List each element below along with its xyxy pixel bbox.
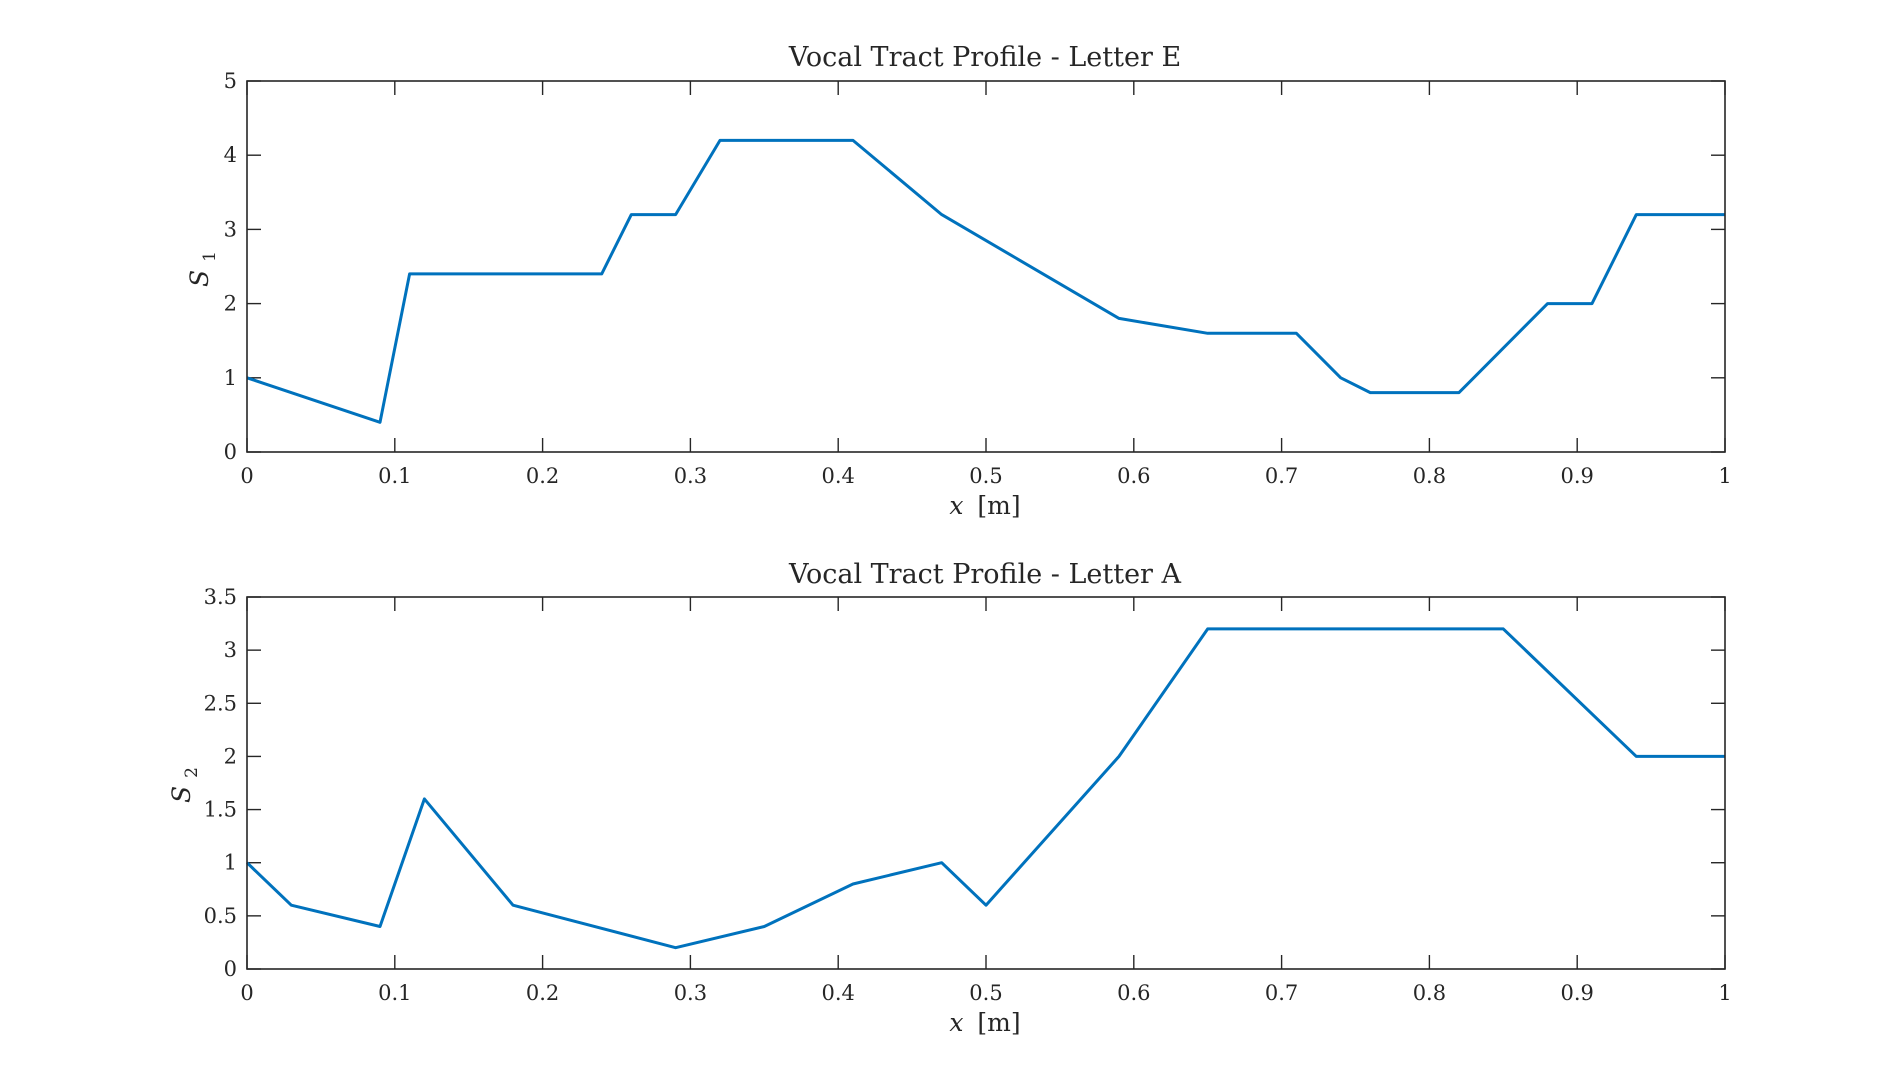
y-axis-label-sub: 2 [182,767,202,778]
y-axis-label: S 2 [167,767,202,803]
series-line [245,627,1725,950]
x-axis-label-var: x [949,1008,963,1037]
x-tick-label: 0.5 [969,464,1002,488]
chart-letter-a: Vocal Tract Profile - Letter A x [m] S 2… [167,559,1732,1037]
x-tick-label: 0.9 [1560,464,1593,488]
x-tick-label: 0.7 [1265,464,1298,488]
tick-layer: 0 0.1 0.2 0.3 0.4 0.5 0.6 0.7 0.8 0.9 1 0 1 2 3 4 5 [224,69,1732,488]
y-tick-label: 2 [224,744,237,768]
x-tick-label: 0 [240,464,253,488]
y-tick-label: 3.5 [204,585,237,609]
x-tick-label: 0.2 [526,464,559,488]
axes-box [246,80,1726,453]
x-tick-label: 0.1 [378,464,411,488]
x-tick-label: 0.6 [1117,464,1150,488]
y-tick-label: 1.5 [204,798,237,822]
y-axis-label: S 1 [185,251,220,287]
y-tick-label: 0 [224,957,237,981]
x-tick-label: 0.5 [969,981,1002,1005]
y-tick-label: 3 [224,638,237,662]
x-axis-label-unit: [m] [977,1008,1020,1037]
x-axis-label-unit: [m] [977,491,1020,520]
y-tick-label: 5 [224,69,237,93]
tick-layer: 0 0.1 0.2 0.3 0.4 0.5 0.6 0.7 0.8 0.9 1 0 0.5 1 1.5 2 2.… [204,585,1732,1005]
x-tick-label: 0.8 [1413,981,1446,1005]
x-tick-label: 0.4 [821,981,854,1005]
x-tick-label: 0.4 [821,464,854,488]
x-tick-label: 0.6 [1117,981,1150,1005]
y-tick-label: 1 [224,366,237,390]
y-axis-label-var: S [167,786,196,803]
y-tick-label: 2.5 [204,691,237,715]
x-tick-label: 1 [1718,981,1731,1005]
x-tick-label: 0.7 [1265,981,1298,1005]
x-tick-label: 0.2 [526,981,559,1005]
chart-title: Vocal Tract Profile - Letter A [788,559,1182,590]
x-tick-label: 0.1 [378,981,411,1005]
x-tick-label: 0.3 [674,464,707,488]
x-tick-label: 1 [1718,464,1731,488]
line-layer [246,138,1725,424]
axes-box [246,596,1726,970]
x-axis-label: x [m] [949,1008,1020,1037]
x-axis-label: x [m] [949,491,1020,520]
y-tick-label: 0.5 [204,904,237,928]
series-line [246,138,1725,424]
x-axis-label-var: x [949,491,963,520]
x-tick-label: 0.8 [1413,464,1446,488]
line-layer [245,627,1725,950]
chart-title: Vocal Tract Profile - Letter E [788,42,1181,73]
x-tick-label: 0 [240,981,253,1005]
y-axis-label-var: S [185,270,214,287]
y-tick-label: 2 [224,292,237,316]
y-tick-label: 4 [224,143,237,167]
x-tick-label: 0.3 [674,981,707,1005]
y-tick-label: 0 [224,440,237,464]
chart-letter-e: Vocal Tract Profile - Letter E x [m] S 1… [185,42,1732,520]
x-tick-label: 0.9 [1560,981,1593,1005]
y-axis-label-sub: 1 [200,251,220,262]
y-tick-label: 3 [224,217,237,241]
y-tick-label: 1 [224,851,237,875]
